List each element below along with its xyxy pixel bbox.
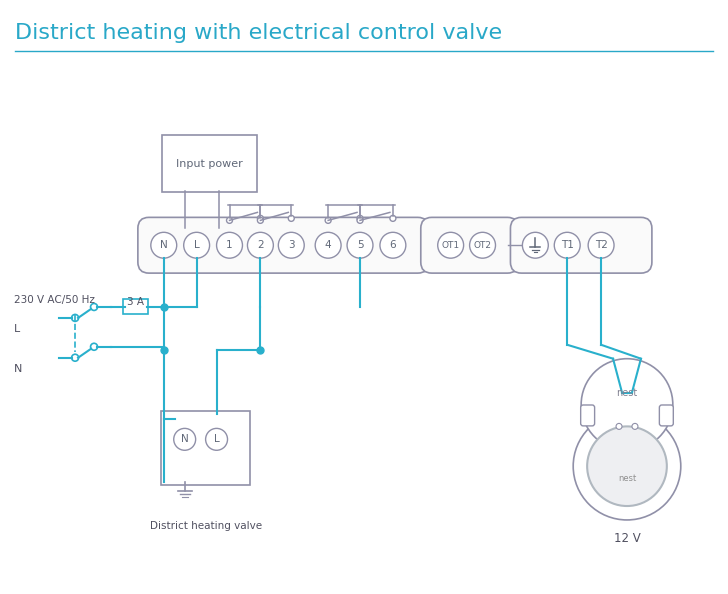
Circle shape	[151, 232, 177, 258]
Circle shape	[258, 216, 264, 222]
Circle shape	[315, 232, 341, 258]
Circle shape	[554, 232, 580, 258]
Text: 3 A: 3 A	[127, 297, 144, 307]
Circle shape	[183, 232, 210, 258]
Circle shape	[438, 232, 464, 258]
Text: nest: nest	[618, 473, 636, 483]
Text: T1: T1	[561, 240, 574, 250]
Text: 1: 1	[226, 240, 233, 250]
Circle shape	[71, 354, 79, 361]
Circle shape	[226, 217, 232, 223]
Circle shape	[205, 428, 228, 450]
Circle shape	[587, 426, 667, 506]
Circle shape	[325, 217, 331, 223]
Circle shape	[470, 232, 496, 258]
Circle shape	[90, 343, 98, 350]
Text: District heating valve: District heating valve	[149, 521, 261, 531]
Circle shape	[616, 424, 622, 429]
FancyBboxPatch shape	[138, 217, 429, 273]
FancyBboxPatch shape	[124, 299, 149, 314]
Circle shape	[216, 232, 242, 258]
Text: N: N	[160, 240, 167, 250]
Text: T2: T2	[595, 240, 608, 250]
Circle shape	[347, 232, 373, 258]
Circle shape	[632, 424, 638, 429]
Circle shape	[288, 216, 294, 222]
FancyBboxPatch shape	[510, 217, 652, 273]
Text: 4: 4	[325, 240, 331, 250]
Text: 5: 5	[357, 240, 363, 250]
Text: nest: nest	[617, 387, 638, 397]
Text: N: N	[15, 364, 23, 374]
Circle shape	[258, 217, 264, 223]
Circle shape	[248, 232, 273, 258]
Text: 6: 6	[389, 240, 396, 250]
Text: OT2: OT2	[473, 241, 491, 249]
Text: N: N	[181, 434, 189, 444]
FancyBboxPatch shape	[660, 405, 673, 426]
Circle shape	[357, 217, 363, 223]
Circle shape	[390, 216, 396, 222]
Text: OT1: OT1	[442, 241, 459, 249]
FancyBboxPatch shape	[421, 217, 518, 273]
Circle shape	[278, 232, 304, 258]
Text: L: L	[194, 240, 199, 250]
FancyBboxPatch shape	[581, 405, 595, 426]
Text: 12 V: 12 V	[614, 532, 641, 545]
Text: 2: 2	[257, 240, 264, 250]
Circle shape	[71, 314, 79, 321]
Text: 3: 3	[288, 240, 295, 250]
FancyBboxPatch shape	[162, 135, 258, 192]
Circle shape	[90, 304, 98, 311]
FancyBboxPatch shape	[161, 412, 250, 485]
Text: 230 V AC/50 Hz: 230 V AC/50 Hz	[15, 295, 95, 305]
Text: L: L	[214, 434, 219, 444]
Circle shape	[380, 232, 405, 258]
Text: District heating with electrical control valve: District heating with electrical control…	[15, 23, 502, 43]
Circle shape	[581, 359, 673, 450]
Circle shape	[573, 412, 681, 520]
Circle shape	[357, 216, 363, 222]
Circle shape	[174, 428, 196, 450]
Circle shape	[523, 232, 548, 258]
Circle shape	[588, 232, 614, 258]
Text: Input power: Input power	[176, 159, 243, 169]
Text: L: L	[15, 324, 20, 334]
